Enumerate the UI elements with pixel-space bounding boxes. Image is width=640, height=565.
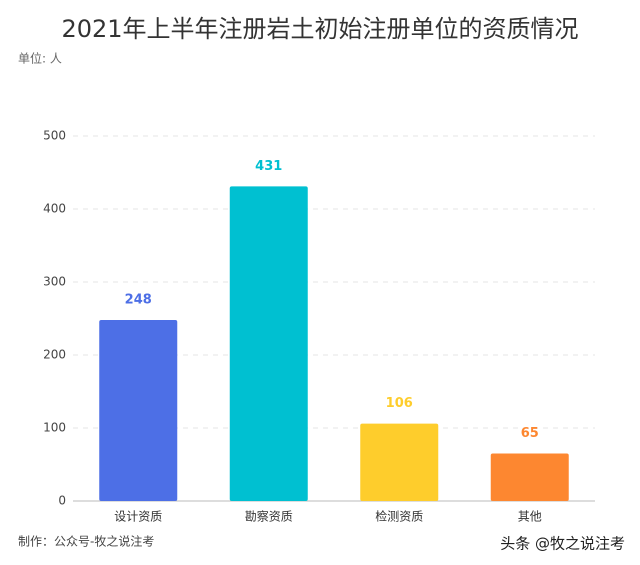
unit-label: 单位: 人 — [18, 51, 62, 66]
value-label: 65 — [521, 426, 539, 441]
chart-title: 2021年上半年注册岩土初始注册单位的资质情况 — [61, 15, 578, 43]
x-tick-label: 其他 — [518, 510, 542, 524]
y-tick-label: 400 — [43, 202, 66, 216]
x-tick-label: 设计资质 — [114, 510, 162, 524]
bar — [99, 319, 178, 501]
value-label: 431 — [255, 159, 282, 174]
bar — [490, 453, 569, 501]
watermark: 头条 @牧之说注考 — [500, 535, 625, 553]
footer: 制作：公众号-牧之说注考 — [18, 534, 154, 549]
value-label: 248 — [125, 292, 152, 307]
x-tick-label: 勘察资质 — [245, 510, 293, 524]
bar — [360, 423, 439, 501]
y-tick-label: 100 — [43, 421, 66, 435]
y-tick-label: 0 — [58, 494, 66, 508]
y-tick-label: 500 — [43, 129, 66, 143]
x-tick-label: 检测资质 — [375, 509, 423, 524]
bar — [229, 186, 308, 501]
y-tick-label: 200 — [43, 348, 66, 362]
y-tick-label: 300 — [43, 275, 66, 289]
value-label: 106 — [386, 396, 413, 411]
